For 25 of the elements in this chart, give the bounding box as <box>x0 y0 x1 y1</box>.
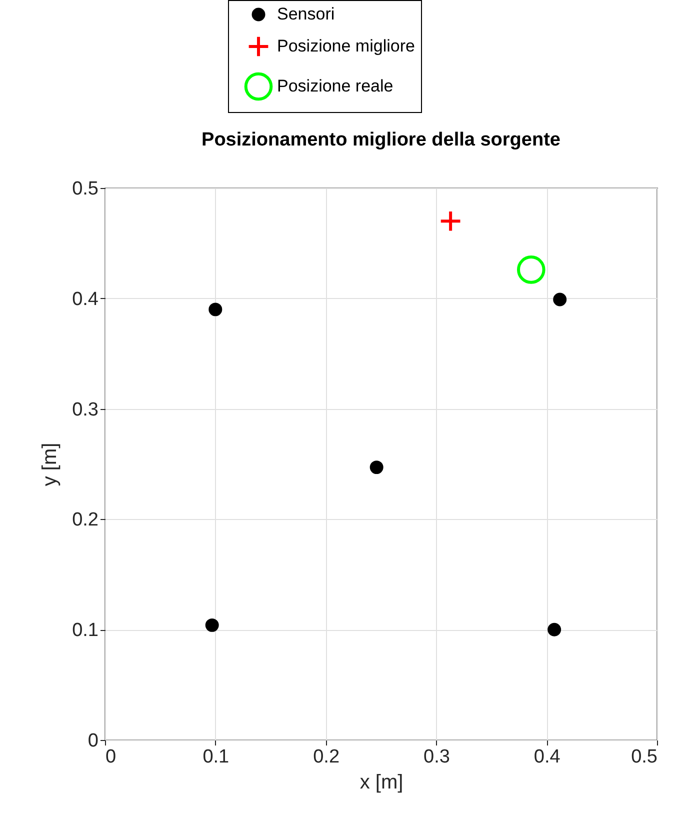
x-tick-label: 0.1 <box>202 746 230 768</box>
y-tick-label: 0.1 <box>72 620 98 642</box>
y-axis-title: y [m] <box>39 442 62 486</box>
x-tick-label: 0 <box>106 746 116 768</box>
x-tick-label: 0.5 <box>631 746 658 768</box>
point <box>205 618 219 632</box>
legend-label: Posizione migliore <box>277 36 415 56</box>
y-tick-label: 0.3 <box>72 399 98 420</box>
chart-title: Posizionamento migliore della sorgente <box>202 130 560 150</box>
point <box>516 256 546 284</box>
legend-label: Sensori <box>277 4 335 24</box>
y-tick-label: 0 <box>88 730 98 752</box>
y-tick-label: 0.2 <box>72 510 98 531</box>
x-tick-label: 0.4 <box>534 746 561 768</box>
x-tick-label: 0.3 <box>423 746 450 768</box>
point <box>439 210 462 232</box>
point <box>370 460 384 474</box>
y-tick-label: 0.5 <box>72 178 98 200</box>
y-tick-label: 0.4 <box>72 288 99 310</box>
point <box>208 302 222 316</box>
point <box>548 622 562 636</box>
legend-label: Posizione reale <box>277 76 394 96</box>
x-tick-label: 0.2 <box>313 746 340 768</box>
point <box>553 292 567 306</box>
x-axis-title: x [m] <box>360 772 404 794</box>
